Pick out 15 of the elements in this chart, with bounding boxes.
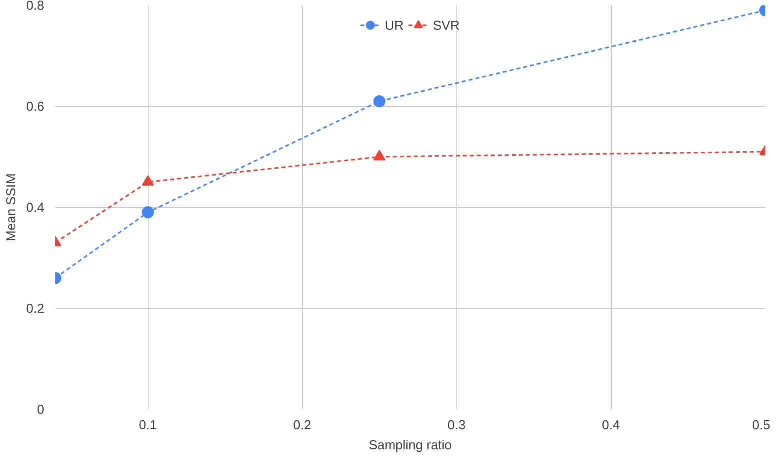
x-tick-label: 0.3 <box>448 418 466 432</box>
point <box>374 95 386 108</box>
x-tick-label: 0.1 <box>139 418 158 432</box>
x-tick-label: 0.4 <box>602 418 620 432</box>
x-tick-label: 0.5 <box>752 418 771 432</box>
y-tick-label: 0.4 <box>26 200 45 215</box>
y-axis-title: Mean SSIM <box>3 174 18 242</box>
y-tick-label: 0.6 <box>26 99 45 114</box>
y-tick-label: 0 <box>37 402 45 417</box>
legend-label: UR <box>385 18 405 32</box>
y-tick-label: 0.2 <box>26 301 45 316</box>
legend-label: SVR <box>433 18 460 32</box>
x-axis-title: Sampling ratio <box>368 438 452 452</box>
y-tick-label: 0.8 <box>26 0 45 13</box>
x-tick-label: 0.2 <box>293 418 312 432</box>
